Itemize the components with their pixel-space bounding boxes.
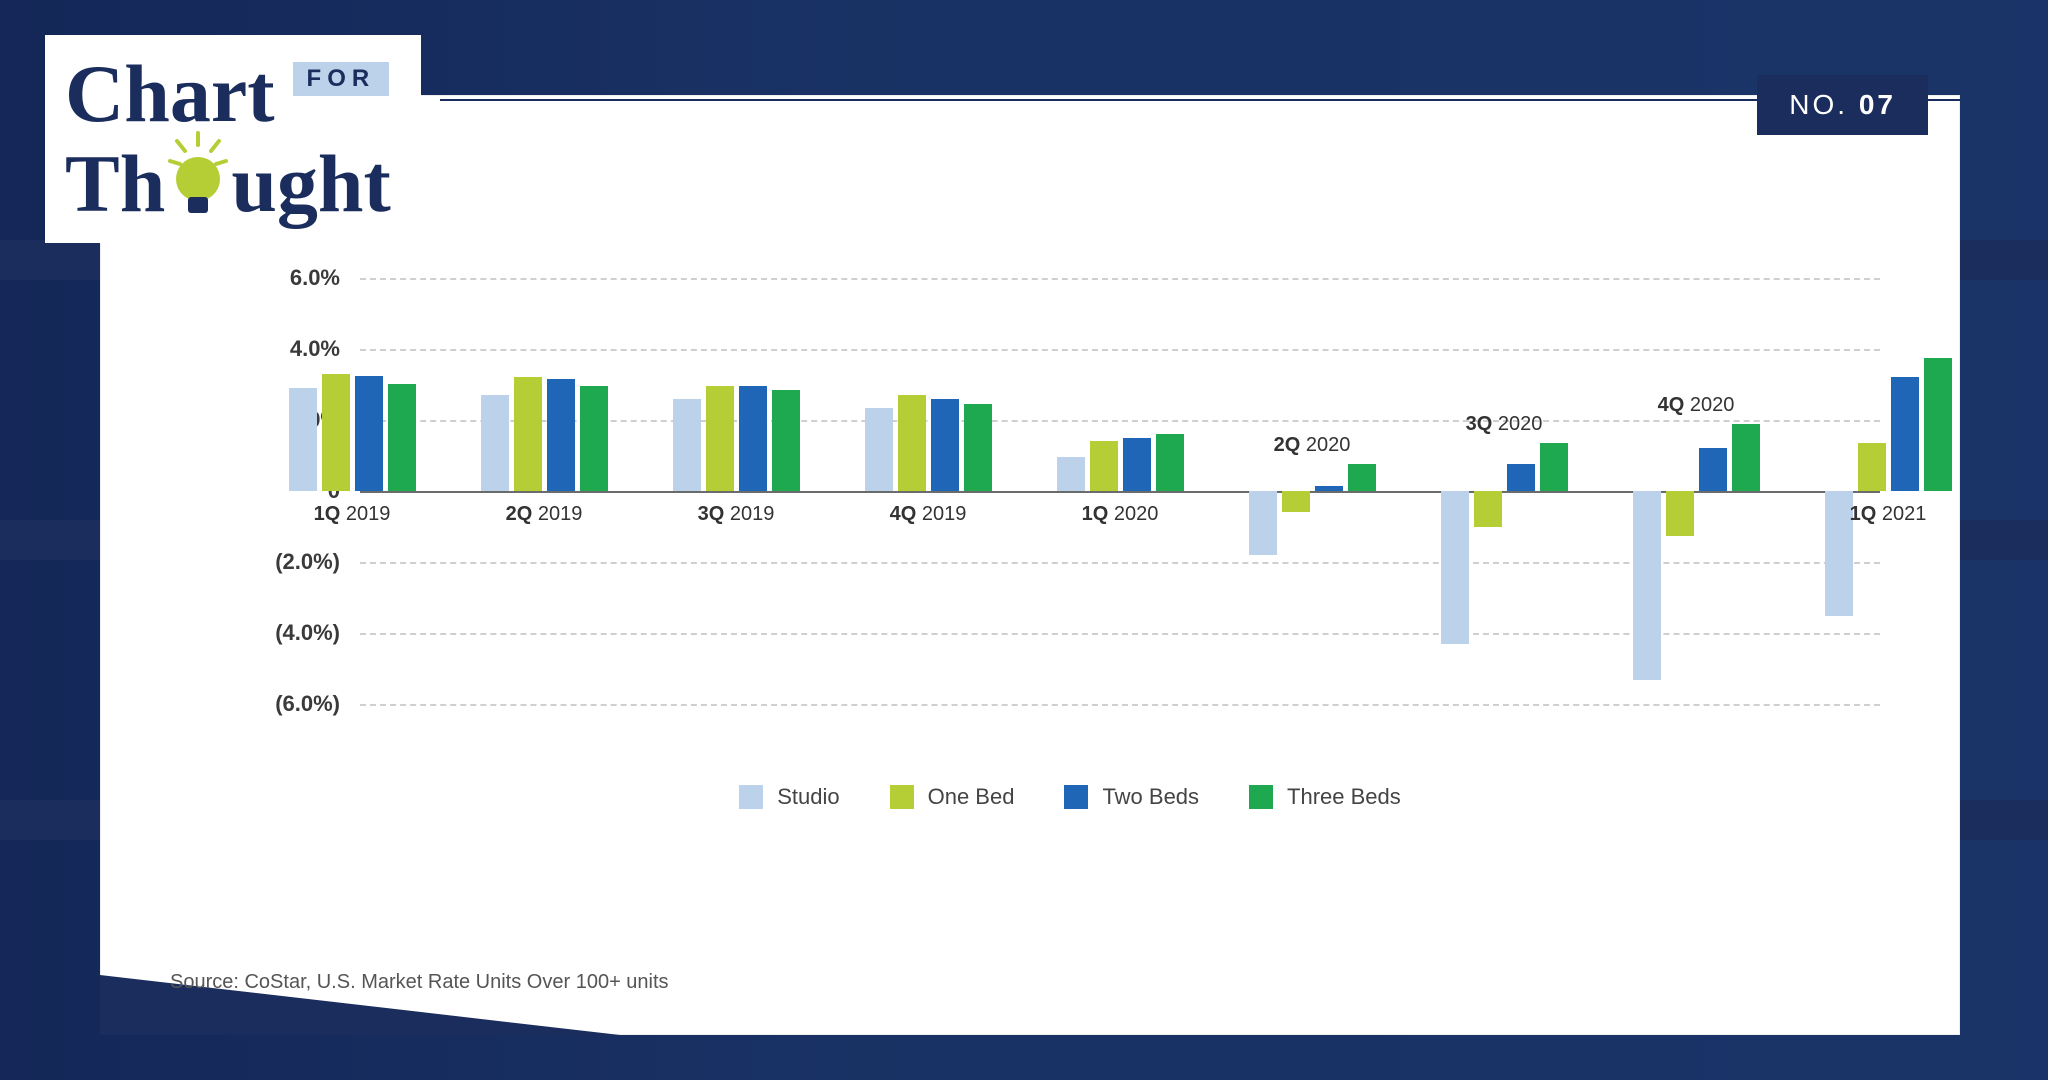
chart-legend: Studio One Bed Two Beds Three Beds [260,784,1880,810]
logo: Chart FOR Th ught [45,35,421,243]
chart-plot-area: 6.0%4.0%2.0%0(2.0%)(4.0%)(6.0%)1Q 20192Q… [360,260,1880,740]
legend-label: Studio [777,784,839,810]
bar [1474,491,1502,527]
bar [1348,464,1376,491]
grid-line [360,349,1880,351]
lightbulb-icon [167,133,229,211]
bar [673,399,701,491]
logo-for-tag: FOR [293,62,390,97]
bar [1666,491,1694,535]
logo-word-2b: ught [231,145,391,223]
legend-item: Studio [739,784,839,810]
legend-label: Two Beds [1102,784,1199,810]
bar [1507,464,1535,491]
x-tick-label: 1Q 2019 [314,503,391,526]
y-tick-label: 6.0% [290,265,340,291]
bar [1123,438,1151,491]
bar [289,388,317,491]
legend-swatch [890,785,914,809]
bar [1057,457,1085,491]
bar [1540,443,1568,491]
x-tick-label: 2Q 2020 [1274,434,1351,457]
x-tick-label: 1Q 2021 [1850,503,1927,526]
rent-growth-chart: 6.0%4.0%2.0%0(2.0%)(4.0%)(6.0%)1Q 20192Q… [260,260,1880,850]
header-rule [440,99,1960,101]
bar [865,408,893,492]
bar [772,390,800,491]
badge-prefix: NO. [1789,89,1848,120]
y-tick-label: (4.0%) [275,620,340,646]
bar [388,384,416,491]
bar [547,379,575,491]
logo-word-2a: Th [65,145,165,223]
bar [739,386,767,491]
bar [1282,491,1310,512]
legend-swatch [739,785,763,809]
bar [898,395,926,491]
y-tick-label: 4.0% [290,336,340,362]
bar [322,374,350,491]
legend-label: Three Beds [1287,784,1401,810]
legend-label: One Bed [928,784,1015,810]
legend-item: Two Beds [1064,784,1199,810]
bar [1156,434,1184,491]
bar [1090,441,1118,491]
bar [1441,491,1469,644]
issue-badge: NO. 07 [1757,75,1928,135]
bar [514,377,542,491]
x-tick-label: 1Q 2020 [1082,503,1159,526]
bar [706,386,734,491]
bar [1315,486,1343,491]
grid-line [360,704,1880,706]
y-tick-label: (2.0%) [275,549,340,575]
bar [1858,443,1886,491]
bar [355,376,383,492]
bar [1924,358,1952,491]
grid-line [360,278,1880,280]
bar [1699,448,1727,491]
bar [931,399,959,491]
y-tick-label: (6.0%) [275,691,340,717]
source-attribution: Source: CoStar, U.S. Market Rate Units O… [170,971,669,994]
bar [1633,491,1661,679]
bar [580,386,608,491]
badge-number: 07 [1859,89,1896,120]
x-tick-label: 3Q 2020 [1466,413,1543,436]
legend-item: One Bed [890,784,1015,810]
legend-swatch [1249,785,1273,809]
x-tick-label: 2Q 2019 [506,503,583,526]
x-tick-label: 3Q 2019 [698,503,775,526]
bar [1249,491,1277,555]
legend-swatch [1064,785,1088,809]
x-tick-label: 4Q 2019 [890,503,967,526]
x-tick-label: 4Q 2020 [1658,394,1735,417]
logo-word-1: Chart [65,55,275,133]
bar [481,395,509,491]
bar [1825,491,1853,615]
bar [1732,424,1760,492]
bar [1891,377,1919,491]
bar [964,404,992,491]
legend-item: Three Beds [1249,784,1401,810]
